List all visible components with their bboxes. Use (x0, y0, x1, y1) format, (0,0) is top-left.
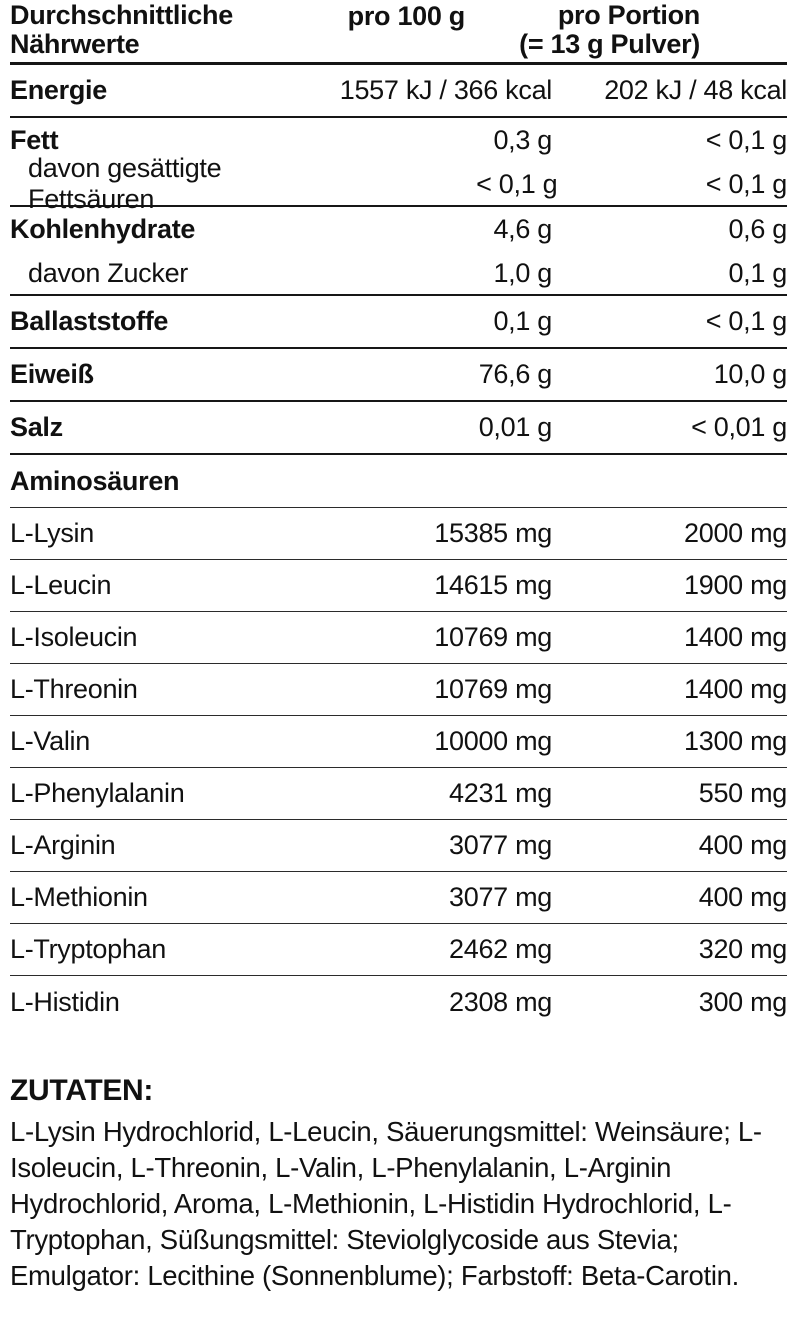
table-body: Energie 1557 kJ / 366 kcal 202 kJ / 48 kca… (10, 65, 787, 1028)
row-value-per100: 0,01 g (478, 412, 553, 442)
row-value-portion: 400 mg (698, 830, 788, 860)
table-row: Salz 0,01 g < 0,01 g (10, 402, 787, 455)
ingredients-section: ZUTATEN: L-Lysin Hydrochlorid, L-Leucin,… (0, 1074, 800, 1294)
row-label: L-Valin (10, 726, 90, 756)
table-row: davon Zucker 1,0 g 0,1 g (10, 252, 787, 296)
table-row: L-Threonin 10769 mg 1400 mg (10, 664, 787, 716)
table-row: L-Phenylalanin 4231 mg 550 mg (10, 768, 787, 820)
row-value-per100: 2308 mg (449, 986, 552, 1017)
table-row: L-Valin 10000 mg 1300 mg (10, 716, 787, 768)
header-per-portion-line2: (= 13 g Pulver) (519, 29, 700, 59)
row-label: L-Leucin (10, 570, 112, 600)
row-value-portion: 300 mg (698, 986, 788, 1017)
table-row: davon gesättigte Fettsäuren < 0,1 g < 0,1 … (10, 153, 788, 214)
header-per-portion-label: pro Portion (= 13 g Pulver) (465, 1, 700, 59)
row-value-portion: 1400 mg (684, 674, 787, 704)
row-label: L-Phenylalanin (10, 778, 185, 808)
row-value-portion: 202 kJ / 48 kcal (604, 75, 787, 105)
row-value-portion: < 0,1 g (705, 125, 788, 155)
table-row: L-Isoleucin 10769 mg 1400 mg (10, 612, 787, 664)
row-label: davon gesättigte Fettsäuren (28, 153, 222, 214)
row-value-portion: 0,6 g (728, 214, 787, 244)
row-value-per100: 3077 mg (449, 830, 552, 860)
row-label: L-Isoleucin (10, 622, 138, 652)
row-value-per100: 0,1 g (493, 306, 552, 336)
row-value-portion: 1400 mg (684, 622, 787, 652)
row-value-per100: 14615 mg (434, 570, 552, 600)
row-label: Energie (10, 75, 107, 105)
table-row: L-Lysin 15385 mg 2000 mg (10, 508, 787, 560)
row-value-per100: 10769 mg (434, 622, 552, 652)
row-value-portion: 2000 mg (684, 518, 787, 548)
row-value-portion: < 0,1 g (705, 168, 788, 199)
row-value-portion: 1900 mg (684, 570, 787, 600)
ingredients-text: L-Lysin Hydrochlorid, L-Leucin, Säuerung… (10, 1116, 762, 1291)
row-label: Fett (10, 125, 59, 155)
row-value-per100: 76,6 g (478, 359, 553, 389)
table-row: L-Histidin 2308 mg 300 mg (10, 976, 787, 1028)
row-value-per100: 1,0 g (493, 257, 552, 288)
row-value-portion: < 0,01 g (691, 412, 787, 442)
row-label: Salz (10, 412, 63, 442)
table-row: L-Leucin 14615 mg 1900 mg (10, 560, 787, 612)
row-label: L-Threonin (10, 674, 138, 704)
table-row: L-Methionin 3077 mg 400 mg (10, 872, 787, 924)
row-value-per100: 10769 mg (434, 674, 552, 704)
row-value-portion: 550 mg (698, 778, 788, 808)
row-label: L-Arginin (10, 830, 116, 860)
table-row: Eiweiß 76,6 g 10,0 g (10, 349, 787, 402)
row-label: davon Zucker (28, 257, 188, 288)
row-value-portion: 10,0 g (713, 359, 788, 389)
row-value-portion: 0,1 g (728, 257, 787, 288)
section-title-row: Aminosäuren (10, 455, 787, 508)
row-label: Aminosäuren (10, 465, 180, 496)
row-value-portion: 1300 mg (684, 726, 787, 756)
row-label: Kohlenhydrate (10, 214, 196, 244)
row-value-per100: 15385 mg (434, 518, 552, 548)
table-row: Ballaststoffe 0,1 g < 0,1 g (10, 296, 787, 349)
row-label: Ballaststoffe (10, 306, 169, 336)
header-per-portion-line1: pro Portion (557, 0, 700, 30)
nutrition-table: Durchschnittliche Nährwerte pro 100 g pr… (10, 0, 787, 1028)
row-label: L-Lysin (10, 518, 94, 548)
row-label: Eiweiß (10, 359, 94, 389)
table-row: Kohlenhydrate 4,6 g 0,6 g (10, 207, 787, 252)
header-per-100g-label: pro 100 g (347, 1, 466, 31)
row-label: L-Methionin (10, 882, 148, 912)
row-value-portion: < 0,1 g (705, 306, 788, 336)
row-label: L-Tryptophan (10, 934, 166, 964)
table-row: L-Arginin 3077 mg 400 mg (10, 820, 787, 872)
row-value-per100: 0,3 g (493, 125, 552, 155)
table-row: L-Tryptophan 2462 mg 320 mg (10, 924, 787, 976)
row-value-per100: 2462 mg (449, 934, 552, 964)
row-value-per100: 4,6 g (493, 214, 552, 244)
row-value-per100: 1557 kJ / 366 kcal (339, 75, 553, 105)
row-label: L-Histidin (10, 986, 120, 1017)
header-nutrients-label: Durchschnittliche Nährwerte (10, 0, 233, 59)
table-row: Fett 0,3 g < 0,1 g (10, 118, 787, 163)
table-row: Energie 1557 kJ / 366 kcal 202 kJ / 48 kca… (10, 65, 787, 118)
table-header-row: Durchschnittliche Nährwerte pro 100 g pr… (10, 0, 787, 65)
row-value-per100: < 0,1 g (476, 168, 558, 199)
ingredients-title: ZUTATEN: (10, 1074, 154, 1107)
row-value-portion: 320 mg (698, 934, 788, 964)
row-value-portion: 400 mg (698, 882, 788, 912)
row-value-per100: 4231 mg (449, 778, 552, 808)
row-value-per100: 10000 mg (434, 726, 552, 756)
row-value-per100: 3077 mg (449, 882, 552, 912)
